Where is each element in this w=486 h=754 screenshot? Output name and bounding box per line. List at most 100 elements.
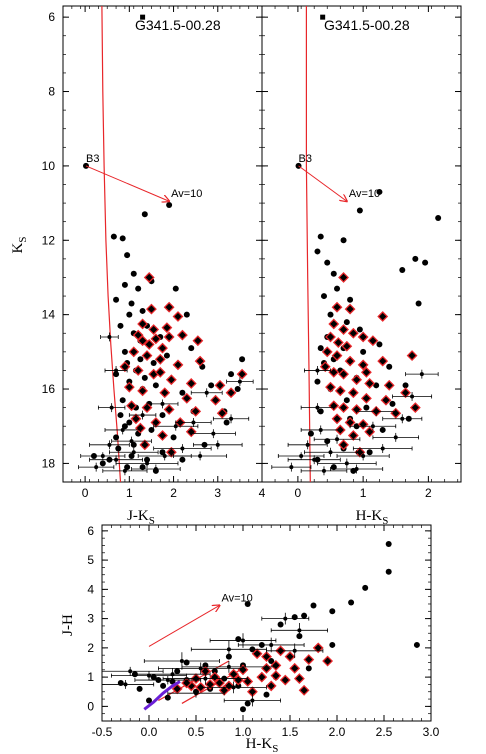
- excess-star-point: [181, 677, 193, 689]
- errorbar-point: [392, 392, 433, 401]
- excess-star-point: [338, 368, 349, 380]
- excess-star-point: [270, 670, 282, 682]
- star-point: [329, 641, 336, 648]
- excess-star-point: [360, 366, 372, 378]
- excess-star-point: [338, 439, 349, 451]
- excess-star-point: [347, 387, 359, 399]
- excess-star-point: [157, 430, 168, 441]
- excess-star-point: [325, 331, 336, 343]
- isochrone-line: [305, 6, 311, 482]
- star-point: [412, 255, 419, 262]
- ccd-ylabel: J-H: [60, 614, 76, 636]
- excess-star-point: [172, 311, 184, 322]
- star-point: [310, 602, 317, 609]
- y-tick-label: 14: [42, 308, 56, 322]
- excess-star-point: [137, 385, 149, 397]
- cmd-jk-title: G341.5-00.28: [135, 17, 221, 33]
- star-point: [148, 426, 155, 433]
- cmd-ylabel: KS: [10, 237, 29, 254]
- excess-star-point: [347, 327, 359, 339]
- star-point: [139, 307, 146, 314]
- star-point: [119, 235, 126, 242]
- y-tick-label: 4: [87, 582, 94, 596]
- star-point: [124, 252, 131, 259]
- excess-star-point: [172, 359, 184, 371]
- excess-star-point: [319, 361, 331, 373]
- star-point: [150, 360, 157, 366]
- star-point: [128, 452, 135, 459]
- errorbar-point: [349, 421, 397, 431]
- excess-star-point: [132, 329, 144, 341]
- ccd-panel: -0.5 0.0 0.5 1.0 1.5 2.0 2.5 3.0 0 1 2 3 4 5 6 H-KS J-…: [60, 524, 440, 754]
- excess-star-point: [161, 322, 173, 334]
- errorbar-point: [153, 444, 212, 453]
- x-tick-label: 0.5: [188, 725, 205, 739]
- star-point: [228, 371, 235, 378]
- y-tick-label: 2: [87, 641, 94, 655]
- errorbar-point: [287, 440, 328, 450]
- y-tick-label: 0: [87, 699, 94, 713]
- errorbar-point: [193, 440, 243, 450]
- star-point: [126, 419, 133, 426]
- star-point: [385, 568, 392, 575]
- star-point: [244, 600, 251, 607]
- star-point: [362, 584, 369, 591]
- excess-star-point: [137, 318, 149, 330]
- errorbar-point: [317, 458, 377, 469]
- star-point: [305, 665, 312, 672]
- excess-star-point: [303, 654, 315, 665]
- excess-star-point: [383, 379, 395, 391]
- excess-star-point: [143, 272, 155, 283]
- errorbar-point: [356, 406, 397, 416]
- star-point: [317, 345, 324, 352]
- av-label-2: Av=10: [349, 188, 380, 200]
- star-point: [324, 259, 331, 266]
- excess-star-point: [338, 324, 349, 335]
- errorbar-point: [97, 403, 126, 413]
- ccd-frame: [101, 524, 432, 722]
- excess-star-point: [406, 350, 418, 361]
- reddening-vector-arrow: [85, 165, 169, 201]
- excess-star-point: [150, 333, 162, 345]
- star-point: [137, 356, 144, 363]
- star-point: [244, 700, 251, 707]
- excess-star-point: [143, 338, 155, 350]
- star-point: [314, 248, 321, 255]
- star-point: [117, 412, 124, 419]
- star-point: [141, 374, 148, 381]
- excess-star-point: [141, 350, 153, 361]
- errorbar-point: [237, 637, 305, 653]
- star-point: [343, 319, 350, 326]
- excess-star-point: [328, 318, 340, 330]
- excess-star-point: [409, 402, 421, 414]
- errorbar-point: [134, 675, 202, 685]
- errorbar-point: [405, 369, 439, 379]
- star-point: [277, 621, 284, 628]
- star-point: [330, 270, 337, 277]
- excess-star-point: [181, 392, 193, 404]
- star-point: [159, 449, 166, 456]
- errorbar-point: [153, 421, 199, 431]
- cmd-jk-xlabel: J-KS: [127, 508, 155, 527]
- errorbar-point: [287, 455, 341, 465]
- excess-star-point: [344, 355, 356, 367]
- star-point: [152, 382, 159, 389]
- star-point: [211, 668, 218, 675]
- errorbar-point: [261, 612, 310, 625]
- x-tick-label: 1: [360, 486, 367, 500]
- star-point: [141, 211, 148, 218]
- star-point: [234, 386, 241, 393]
- excess-star-point: [400, 387, 411, 399]
- star-point: [235, 636, 242, 643]
- star-point: [113, 434, 120, 441]
- star-point: [402, 382, 409, 389]
- y-tick-label: 1: [87, 670, 94, 684]
- excess-star-point: [293, 673, 305, 685]
- star-point: [126, 311, 133, 318]
- errorbar-point: [102, 666, 164, 676]
- star-point: [117, 679, 124, 686]
- excess-star-point: [344, 303, 356, 315]
- excess-star-point: [123, 381, 135, 393]
- cmd-hk-title: G341.5-00.28: [324, 17, 410, 33]
- x-tick-label: 2.5: [376, 725, 393, 739]
